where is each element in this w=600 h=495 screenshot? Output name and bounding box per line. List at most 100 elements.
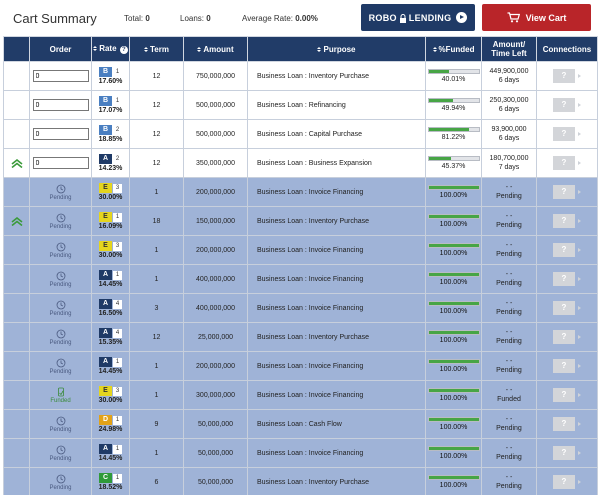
col-header-purpose[interactable]: Purpose <box>247 36 426 62</box>
clock-icon <box>56 184 65 193</box>
row-indicator-cell[interactable] <box>3 206 30 236</box>
amount-remaining: - - <box>505 387 513 394</box>
purpose-cell[interactable]: Business Loan : Capital Purchase <box>247 119 426 149</box>
purpose-cell[interactable]: Business Loan : Inventory Purchase <box>247 467 426 495</box>
connections-control[interactable]: ? <box>553 156 581 170</box>
purpose-cell[interactable]: Business Loan : Invoice Financing <box>247 235 426 265</box>
caret-right-icon <box>578 335 581 339</box>
col-header-funded[interactable]: %Funded <box>425 36 482 62</box>
term-cell: 12 <box>129 90 184 120</box>
connections-control[interactable]: ? <box>553 98 581 112</box>
table-row[interactable]: Pending E 3 30.00% 1 200,000,000 Business Loan… <box>3 235 598 265</box>
grade-number: 4 <box>113 299 122 309</box>
table-row[interactable]: Pending A 4 16.50% 3 400,000,000 Business Loan… <box>3 293 598 323</box>
connections-button[interactable]: ? <box>553 214 575 228</box>
caret-right-icon <box>578 219 581 223</box>
connections-control[interactable]: ? <box>553 446 581 460</box>
connections-button[interactable]: ? <box>553 69 575 83</box>
view-cart-button[interactable]: View Cart <box>482 4 591 31</box>
connections-button[interactable]: ? <box>553 301 575 315</box>
table-row[interactable]: Pending A 1 14.45% 1 400,000,000 Business Loan… <box>3 264 598 294</box>
connections-control[interactable]: ? <box>553 69 581 83</box>
table-row[interactable]: Pending E 1 16.09% 18 150,000,000 Business Loa… <box>3 206 598 236</box>
connections-control[interactable]: ? <box>553 243 581 257</box>
table-row[interactable]: Funded E 3 30.00% 1 300,000,000 Business Loan … <box>3 380 598 410</box>
table-row[interactable]: Pending C 1 18.52% 6 50,000,000 Business Loan … <box>3 467 598 495</box>
term-cell: 18 <box>129 206 184 236</box>
connections-cell: ? <box>536 119 598 149</box>
robo-lending-button[interactable]: ROBO LENDING <box>361 4 475 31</box>
connections-button[interactable]: ? <box>553 359 575 373</box>
chevron-up-icon[interactable] <box>11 158 23 168</box>
connections-button[interactable]: ? <box>553 243 575 257</box>
purpose-cell[interactable]: Business Loan : Inventory Purchase <box>247 206 426 236</box>
time-left: Pending <box>496 309 522 316</box>
help-icon[interactable]: ? <box>119 46 128 54</box>
col-header-term[interactable]: Term <box>129 36 184 62</box>
col-header-amount-time-left[interactable]: Amount/Time Left <box>481 36 537 62</box>
funded-bar <box>427 388 480 393</box>
connections-button[interactable]: ? <box>553 156 575 170</box>
funded-progress: 40.01% <box>427 69 480 83</box>
table-row[interactable]: Pending D 1 24.98% 9 50,000,000 Business Loan … <box>3 409 598 439</box>
table-row[interactable]: Pending E 3 30.00% 1 200,000,000 Business Loan… <box>3 177 598 207</box>
table-row[interactable]: Pending A 1 14.45% 1 50,000,000 Business Loan … <box>3 438 598 468</box>
purpose-cell[interactable]: Business Loan : Invoice Financing <box>247 380 426 410</box>
purpose-cell[interactable]: Business Loan : Invoice Financing <box>247 438 426 468</box>
connections-control[interactable]: ? <box>553 388 581 402</box>
col-header-amount[interactable]: Amount <box>183 36 248 62</box>
purpose-cell[interactable]: Business Loan : Invoice Financing <box>247 351 426 381</box>
purpose-cell[interactable]: Business Loan : Cash Flow <box>247 409 426 439</box>
connections-button[interactable]: ? <box>553 446 575 460</box>
connections-control[interactable]: ? <box>553 417 581 431</box>
order-quantity-input[interactable] <box>32 128 89 140</box>
amount-time-cell: - - Pending <box>481 177 537 207</box>
grade-number: 4 <box>113 328 122 338</box>
order-quantity-input[interactable] <box>32 99 89 111</box>
connections-button[interactable]: ? <box>553 185 575 199</box>
col-header-rate[interactable]: Rate ? <box>91 36 130 62</box>
table-row[interactable]: Pending A 4 15.35% 12 25,000,000 Business Loan… <box>3 322 598 352</box>
connections-control[interactable]: ? <box>553 127 581 141</box>
rate-cell: A 4 16.50% <box>92 299 129 317</box>
row-indicator-cell[interactable] <box>3 148 30 178</box>
connections-control[interactable]: ? <box>553 359 581 373</box>
purpose-cell[interactable]: Business Loan : Inventory Purchase <box>247 61 426 91</box>
connections-control[interactable]: ? <box>553 185 581 199</box>
order-cell: Pending <box>29 177 92 207</box>
connections-control[interactable]: ? <box>553 272 581 286</box>
table-row[interactable]: Pending A 1 14.45% 1 200,000,000 Business Loan… <box>3 351 598 381</box>
connections-button[interactable]: ? <box>553 127 575 141</box>
connections-button[interactable]: ? <box>553 98 575 112</box>
connections-control[interactable]: ? <box>553 475 581 489</box>
col-header-order[interactable]: Order <box>29 36 92 62</box>
connections-control[interactable]: ? <box>553 330 581 344</box>
purpose-cell[interactable]: Business Loan : Invoice Financing <box>247 264 426 294</box>
rate-value: 17.07% <box>98 107 123 114</box>
order-quantity-input[interactable] <box>32 157 89 169</box>
rate-cell: A 1 14.45% <box>92 270 129 288</box>
funded-cell: 45.37% <box>425 148 482 178</box>
order-status-label: Pending <box>49 339 72 346</box>
purpose-cell[interactable]: Business Loan : Business Expansion <box>247 148 426 178</box>
purpose-cell[interactable]: Business Loan : Inventory Purchase <box>247 322 426 352</box>
order-quantity-input[interactable] <box>32 70 89 82</box>
connections-button[interactable]: ? <box>553 475 575 489</box>
connections-button[interactable]: ? <box>553 417 575 431</box>
time-left: Pending <box>496 367 522 374</box>
chevron-up-icon[interactable] <box>11 216 23 226</box>
grade-number: 1 <box>113 473 122 483</box>
purpose-cell[interactable]: Business Loan : Invoice Financing <box>247 177 426 207</box>
purpose-cell[interactable]: Business Loan : Refinancing <box>247 90 426 120</box>
connections-control[interactable]: ? <box>553 214 581 228</box>
connections-button[interactable]: ? <box>553 272 575 286</box>
purpose-cell[interactable]: Business Loan : Invoice Financing <box>247 293 426 323</box>
connections-control[interactable]: ? <box>553 301 581 315</box>
connections-button[interactable]: ? <box>553 330 575 344</box>
rate-value: 14.45% <box>98 368 123 375</box>
connections-button[interactable]: ? <box>553 388 575 402</box>
